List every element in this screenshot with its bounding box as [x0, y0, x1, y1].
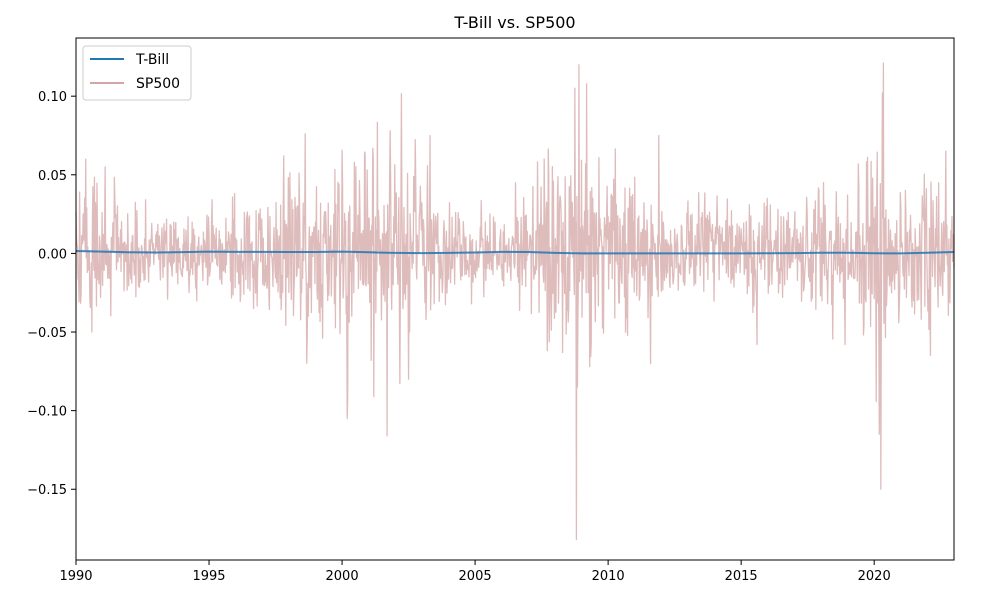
plot-frame: [75, 37, 955, 561]
y-tick-label: −0.05: [27, 326, 67, 341]
chart-title: T-Bill vs. SP500: [453, 13, 575, 32]
sp500-line: [75, 62, 955, 541]
plot-area: [75, 37, 955, 561]
x-tick-label: 2010: [592, 569, 625, 584]
x-tick-label: 1995: [192, 569, 225, 584]
sp500-series: [75, 62, 955, 541]
y-axis: 0.10 0.05 0.00 −0.05 −0.10 −0.15: [27, 90, 76, 498]
y-tick-label: −0.15: [27, 483, 67, 498]
legend-label-sp500: SP500: [136, 76, 180, 92]
x-axis: 1990 1995 2000 2005 2010 2015 2020: [59, 560, 891, 584]
y-tick-label: −0.10: [27, 405, 67, 420]
y-tick-label: 0.00: [38, 247, 67, 262]
legend: T-Bill SP500: [82, 45, 192, 101]
x-tick-label: 2000: [326, 569, 359, 584]
y-tick-label: 0.05: [38, 169, 67, 184]
x-tick-label: 2015: [725, 569, 758, 584]
x-tick-label: 1990: [59, 569, 92, 584]
plot-background: [76, 38, 954, 560]
legend-label-tbill: T-Bill: [135, 52, 169, 68]
tbill-line: [75, 250, 955, 255]
tbill-series: [75, 250, 955, 255]
y-tick-label: 0.10: [38, 90, 67, 105]
x-tick-label: 2020: [858, 569, 891, 584]
x-tick-label: 2005: [459, 569, 492, 584]
